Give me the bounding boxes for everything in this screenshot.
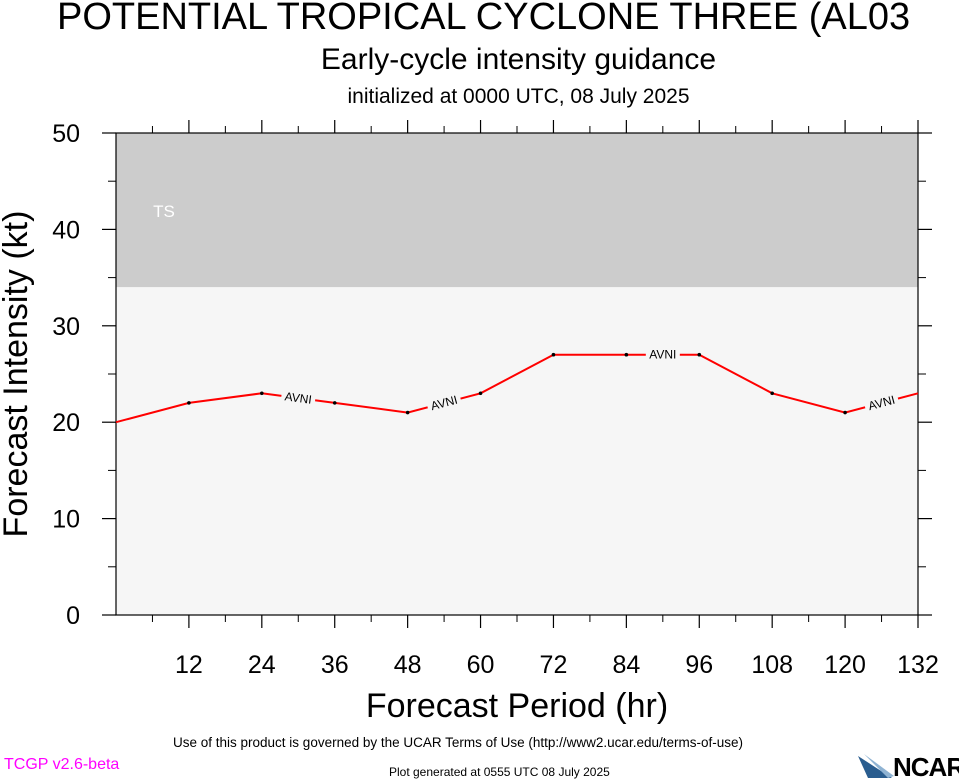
series-line xyxy=(115,353,919,424)
y-tick-label: 20 xyxy=(52,409,80,437)
data-point xyxy=(770,391,774,396)
x-tick-label: 96 xyxy=(685,651,713,679)
ncar-logo-text: NCAR xyxy=(893,752,959,782)
axis-ticks xyxy=(102,120,932,628)
x-tick-label: 48 xyxy=(394,651,422,679)
series-layer: AVNI AVNI AVNI AVNI xyxy=(115,348,919,424)
series-inline-label: AVNI xyxy=(863,392,900,414)
plot-frame xyxy=(115,132,919,616)
chart-title: POTENTIAL TROPICAL CYCLONE THREE (AL03 xyxy=(57,0,911,38)
tick-labels: 12 24 36 48 60 72 84 96 108 120 132 0 10 20 30 40 50 xyxy=(52,120,939,679)
x-tick-label: 24 xyxy=(248,651,276,679)
data-point xyxy=(843,410,847,415)
x-axis-label: Forecast Period (hr) xyxy=(366,687,668,725)
x-tick-label: 120 xyxy=(824,651,866,679)
x-tick-label: 132 xyxy=(897,651,939,679)
version-label: TCGP v2.6-beta xyxy=(4,756,120,773)
x-tick-label: 12 xyxy=(175,651,203,679)
chart-subtitle: Early-cycle intensity guidance xyxy=(320,43,717,76)
data-point xyxy=(697,352,702,357)
data-point xyxy=(624,352,629,357)
data-point xyxy=(551,352,556,357)
series-label-text: AVNI xyxy=(867,393,897,413)
series-label-mask xyxy=(426,392,463,414)
data-point xyxy=(478,391,483,396)
y-axis-label: Forecast Intensity (kt) xyxy=(0,211,35,538)
y-tick-label: 30 xyxy=(52,313,80,341)
x-tick-label: 60 xyxy=(467,651,495,679)
series-inline-label: AVNI xyxy=(280,389,316,407)
plot-generated-time: Plot generated at 0555 UTC 08 July 2025 xyxy=(389,765,610,779)
series-label-mask xyxy=(280,389,316,407)
band-ts xyxy=(116,133,918,288)
y-tick-label: 40 xyxy=(52,216,80,244)
ncar-logo: NCAR xyxy=(858,752,959,782)
y-tick-label: 10 xyxy=(52,506,80,534)
series-label-text: AVNI xyxy=(429,393,459,413)
series-label-text: AVNI xyxy=(649,348,676,362)
series-label-text: AVNI xyxy=(284,389,313,406)
series-label-mask xyxy=(645,348,680,361)
band-label: TS xyxy=(153,202,175,221)
data-point xyxy=(260,391,264,396)
series-inline-label: AVNI xyxy=(426,392,463,414)
data-point xyxy=(405,410,410,415)
y-tick-label: 0 xyxy=(66,602,80,630)
initialization-time: initialized at 0000 UTC, 08 July 2025 xyxy=(347,85,690,108)
data-point xyxy=(332,401,337,405)
x-tick-label: 72 xyxy=(540,651,568,679)
x-tick-label: 36 xyxy=(321,651,349,679)
y-tick-label: 50 xyxy=(52,120,80,148)
ncar-logo-icon xyxy=(858,754,894,778)
data-point xyxy=(187,401,191,405)
series-inline-label: AVNI xyxy=(645,348,680,362)
x-tick-label: 84 xyxy=(612,651,640,679)
series-label-mask xyxy=(863,392,900,414)
terms-of-use-notice: Use of this product is governed by the U… xyxy=(173,735,743,750)
band-sub-ts xyxy=(116,287,918,615)
x-tick-label: 108 xyxy=(751,651,793,679)
intensity-bands: TS xyxy=(116,133,918,615)
